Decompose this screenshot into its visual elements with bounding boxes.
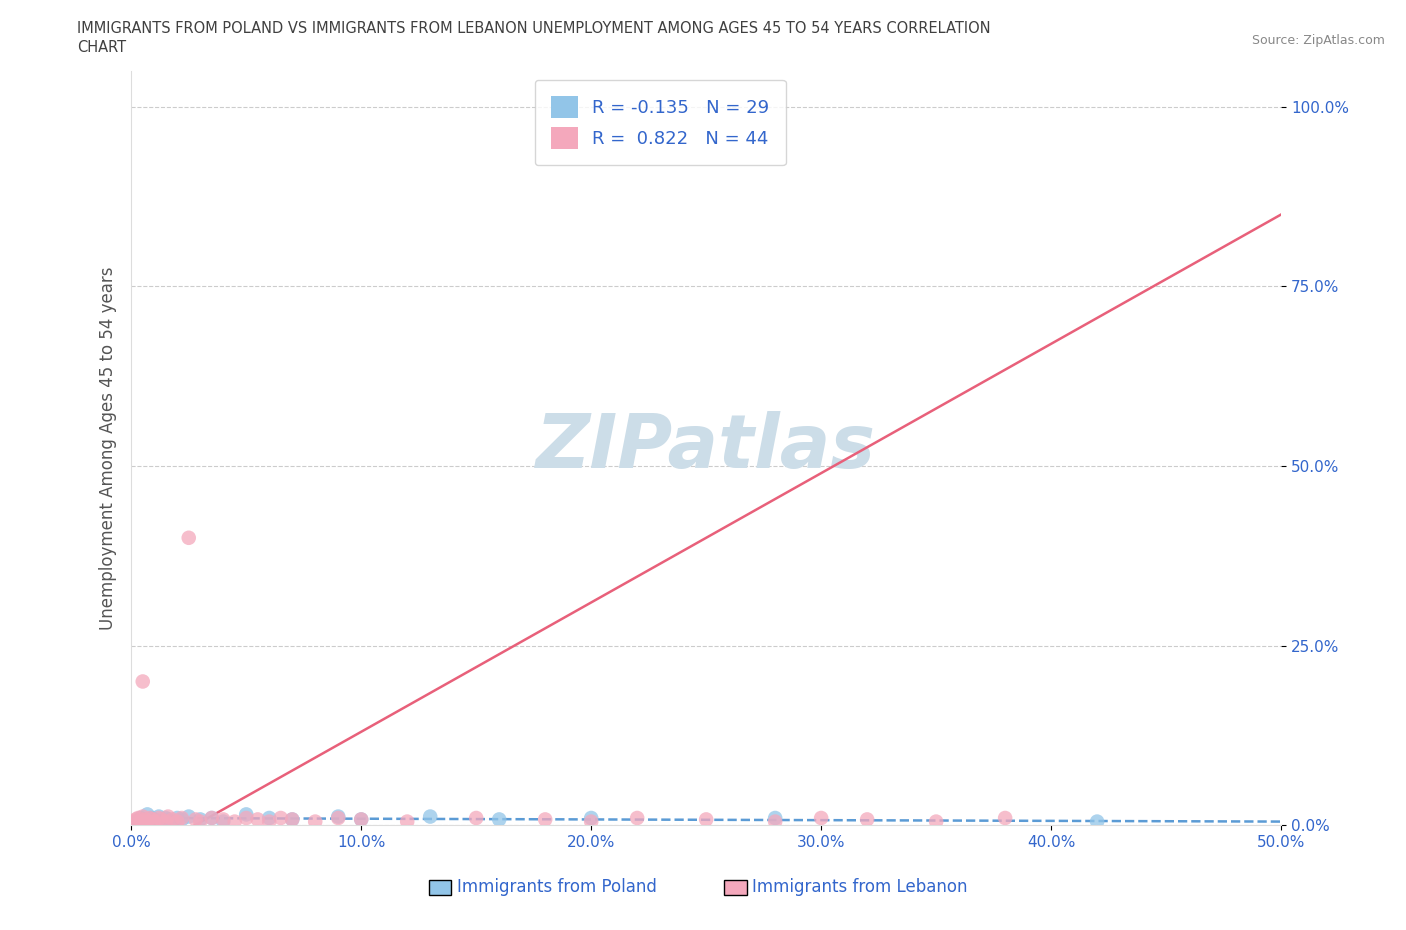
Y-axis label: Unemployment Among Ages 45 to 54 years: Unemployment Among Ages 45 to 54 years [100, 266, 117, 630]
Point [235, 811, 257, 826]
Point [304, 814, 326, 829]
Point [201, 811, 224, 826]
Text: Source: ZipAtlas.com: Source: ZipAtlas.com [1251, 34, 1385, 47]
Point [132, 674, 155, 689]
Point [184, 812, 207, 827]
Point [488, 812, 510, 827]
Point [141, 811, 163, 826]
Point [856, 812, 879, 827]
Point [224, 814, 246, 829]
Point [257, 811, 280, 826]
Point [235, 807, 257, 822]
Point [122, 814, 145, 829]
Point [170, 812, 193, 827]
Point [134, 812, 156, 827]
Point [155, 814, 177, 829]
Point [125, 814, 148, 829]
Text: Immigrants from Lebanon: Immigrants from Lebanon [752, 878, 967, 897]
Point [534, 812, 557, 827]
Point [419, 809, 441, 824]
Text: IMMIGRANTS FROM POLAND VS IMMIGRANTS FROM LEBANON UNEMPLOYMENT AMONG AGES 45 TO : IMMIGRANTS FROM POLAND VS IMMIGRANTS FRO… [77, 21, 991, 36]
Point [170, 811, 193, 826]
Point [143, 812, 166, 827]
Point [328, 809, 350, 824]
Point [166, 814, 188, 829]
Point [212, 814, 235, 829]
Point [132, 809, 155, 824]
Legend: R = -0.135   N = 29, R =  0.822   N = 44: R = -0.135 N = 29, R = 0.822 N = 44 [534, 80, 786, 166]
Point [994, 811, 1017, 826]
Point [350, 812, 373, 827]
Point [125, 812, 148, 827]
Point [212, 812, 235, 827]
Point [626, 811, 648, 826]
Point [396, 814, 419, 829]
Text: ZIPatlas: ZIPatlas [536, 411, 876, 485]
Point [579, 814, 602, 829]
Point [695, 812, 717, 827]
Point [148, 809, 170, 824]
Point [763, 811, 786, 826]
Point [925, 814, 948, 829]
Point [350, 812, 373, 827]
Text: CHART: CHART [77, 40, 127, 55]
Point [155, 811, 177, 826]
Point [763, 814, 786, 829]
Point [138, 811, 160, 826]
Point [134, 812, 156, 827]
Point [162, 812, 184, 827]
Point [188, 812, 211, 827]
Point [177, 530, 200, 545]
Point [281, 812, 304, 827]
Point [148, 811, 170, 826]
Point [150, 814, 173, 829]
Point [281, 812, 304, 827]
Point [166, 811, 188, 826]
Point [127, 811, 149, 826]
Point [141, 812, 163, 827]
Point [579, 811, 602, 826]
Point [136, 807, 159, 822]
Point [129, 811, 152, 826]
Text: Immigrants from Poland: Immigrants from Poland [457, 878, 657, 897]
Point [150, 812, 173, 827]
Point [270, 811, 292, 826]
Point [328, 811, 350, 826]
Point [129, 814, 152, 829]
Point [143, 814, 166, 829]
Point [246, 812, 269, 827]
Point [157, 812, 180, 827]
Point [177, 809, 200, 824]
Point [157, 809, 180, 824]
Point [201, 811, 224, 826]
Point [188, 814, 211, 829]
Point [1085, 814, 1108, 829]
Point [162, 814, 184, 829]
Point [136, 814, 159, 829]
Point [257, 814, 280, 829]
Point [138, 814, 160, 829]
Point [132, 814, 155, 829]
Point [465, 811, 488, 826]
Point [810, 811, 832, 826]
